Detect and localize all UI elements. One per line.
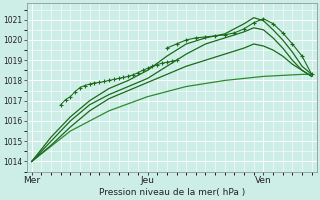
X-axis label: Pression niveau de la mer( hPa ): Pression niveau de la mer( hPa ) (99, 188, 245, 197)
